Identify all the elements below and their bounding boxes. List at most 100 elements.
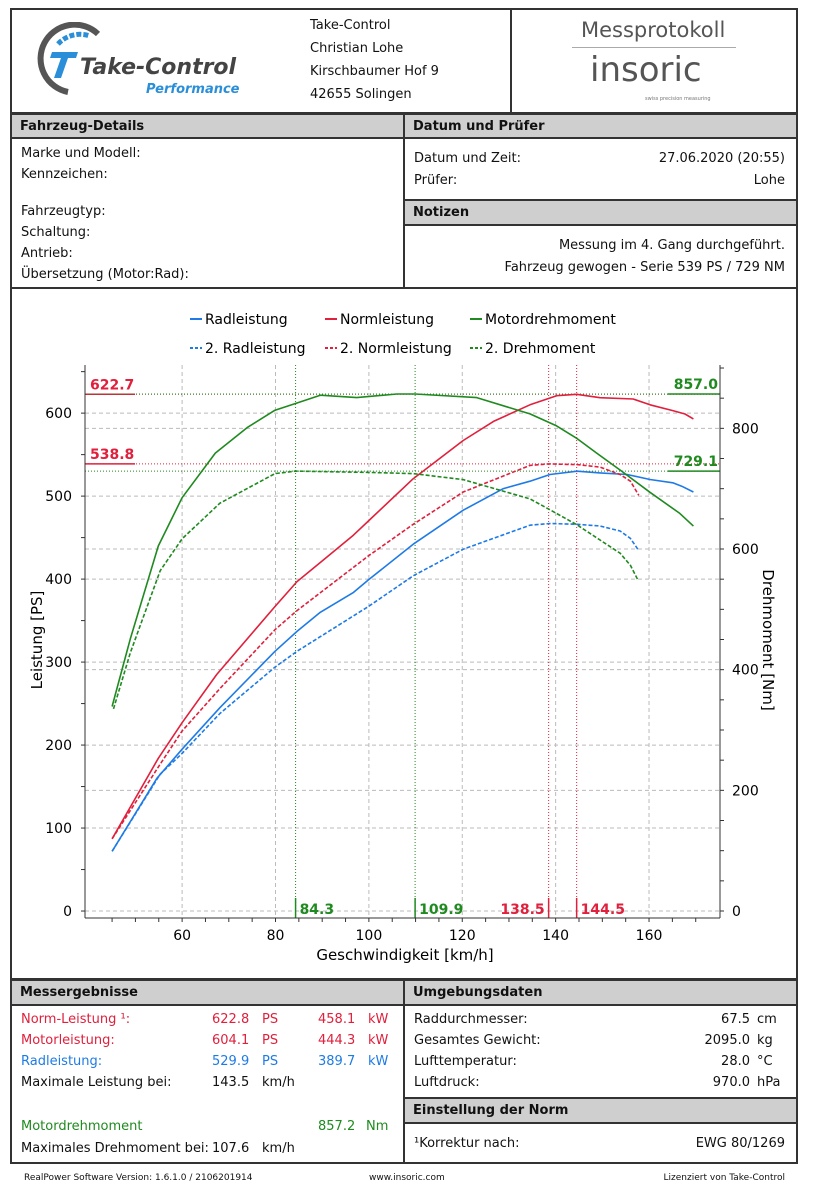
reference-label: 84.3 xyxy=(300,902,335,918)
reference-label: 857.0 xyxy=(674,377,719,393)
chart-series xyxy=(111,393,694,852)
env-value: 28.0 xyxy=(721,1054,750,1069)
result-ps-unit: PS xyxy=(262,1012,279,1027)
result-kw-unit: kW xyxy=(368,1054,389,1069)
torque-unit: Nm xyxy=(366,1119,389,1134)
y-tick-label-right: 600 xyxy=(732,542,759,558)
field-plate: Kennzeichen: xyxy=(21,167,108,182)
y-tick-label-left: 600 xyxy=(45,406,72,422)
series-2-drehmoment xyxy=(112,470,639,710)
norm-label: ¹Korrektur nach: xyxy=(414,1136,520,1151)
torque-value: 857.2 xyxy=(318,1119,356,1134)
result-ps-value: 604.1 xyxy=(212,1033,250,1048)
note-line-1: Messung im 4. Gang durchgeführt. xyxy=(558,238,785,253)
series-radleistung xyxy=(111,470,694,852)
y-tick-label-left: 400 xyxy=(45,572,72,588)
env-value: 2095.0 xyxy=(704,1033,751,1048)
series-2-normleistung xyxy=(111,463,640,840)
env-label: Lufttemperatur: xyxy=(414,1054,517,1069)
legend-item: 2. Drehmoment xyxy=(485,341,596,357)
series-normleistung xyxy=(111,393,694,840)
env-unit: kg xyxy=(757,1033,773,1048)
legend-item: 2. Radleistung xyxy=(205,341,306,357)
examiner-value: Lohe xyxy=(753,173,785,188)
result-ps-unit: PS xyxy=(262,1033,279,1048)
legend-item: 2. Normleistung xyxy=(340,341,452,357)
result-ps-value: 622.8 xyxy=(212,1012,250,1027)
reference-label: 138.5 xyxy=(500,902,544,918)
notes-header: Notizen xyxy=(403,199,798,226)
company-street: Kirschbaumer Hof 9 xyxy=(310,64,439,79)
reference-label: 144.5 xyxy=(581,902,625,918)
environment-header: Umgebungsdaten xyxy=(403,979,798,1006)
reference-label: 538.8 xyxy=(90,447,134,463)
vehicle-details-header: Fahrzeug-Details xyxy=(10,113,405,139)
logo-subtext: Performance xyxy=(146,82,240,97)
software-version: RealPower Software Version: 1.6.1.0 / 21… xyxy=(24,1173,253,1183)
result-ps-unit: PS xyxy=(262,1054,279,1069)
result-kw-value: 444.3 xyxy=(318,1033,356,1048)
x-tick-label: 100 xyxy=(356,928,383,944)
note-line-2: Fahrzeug gewogen - Serie 539 PS / 729 NM xyxy=(504,260,785,275)
title-divider xyxy=(572,47,736,48)
env-value: 67.5 xyxy=(721,1012,750,1027)
y-axis-label-right: Drehmoment [Nm] xyxy=(759,569,777,710)
result-kw-value: 458.1 xyxy=(318,1012,356,1027)
y-tick-label-left: 300 xyxy=(45,655,72,671)
max-power-label: Maximale Leistung bei: xyxy=(21,1075,172,1090)
legend-item: Normleistung xyxy=(340,312,434,328)
x-tick-label: 80 xyxy=(267,928,285,944)
chart-annotations: 622.7 538.8 857.0 729.1 84.3 109.9 138.5 144.5 xyxy=(85,365,720,918)
result-label: Motorleistung: xyxy=(21,1033,115,1048)
chart-grid xyxy=(85,365,720,918)
insoric-logo: insoric xyxy=(590,50,702,90)
result-kw-unit: kW xyxy=(368,1033,389,1048)
result-ps-value: 529.9 xyxy=(212,1054,250,1069)
y-tick-label-right: 800 xyxy=(732,421,759,437)
x-tick-label: 160 xyxy=(636,928,663,944)
logo-t-mark xyxy=(50,52,78,78)
result-kw-value: 389.7 xyxy=(318,1054,356,1069)
env-unit: °C xyxy=(757,1054,773,1069)
legend-item: Motordrehmoment xyxy=(485,312,616,328)
reference-label: 109.9 xyxy=(419,902,463,918)
logo-text: Take-Control xyxy=(80,55,237,80)
field-drive: Antrieb: xyxy=(21,246,73,261)
website-link[interactable]: www.insoric.com xyxy=(369,1173,445,1183)
company-city: 42655 Solingen xyxy=(310,87,412,102)
result-kw-unit: kW xyxy=(368,1012,389,1027)
field-make-model: Marke und Modell: xyxy=(21,146,141,161)
field-gearbox: Schaltung: xyxy=(21,225,91,240)
field-type: Fahrzeugtyp: xyxy=(21,204,106,219)
company-owner: Christian Lohe xyxy=(310,41,404,56)
license-text: Lizenziert von Take-Control xyxy=(663,1173,785,1183)
x-axis-label: Geschwindigkeit [km/h] xyxy=(316,946,493,964)
y-tick-label-right: 400 xyxy=(732,663,759,679)
notes-panel xyxy=(403,224,798,289)
torque-label: Motordrehmoment xyxy=(21,1119,143,1134)
env-value: 970.0 xyxy=(712,1075,750,1090)
env-unit: cm xyxy=(757,1012,777,1027)
y-tick-label-left: 500 xyxy=(45,489,72,505)
datetime-value: 27.06.2020 (20:55) xyxy=(658,151,785,166)
env-label: Gesamtes Gewicht: xyxy=(414,1033,541,1048)
take-control-logo: Take-Control Performance xyxy=(37,22,240,97)
date-header: Datum und Prüfer xyxy=(403,113,798,139)
chart-axes: 60 80 100 120 140 160 0 100 200 300 400 500 600 0 200 4… xyxy=(45,365,759,944)
norm-header: Einstellung der Norm xyxy=(403,1097,798,1124)
y-axis-label-left: Leistung [PS] xyxy=(28,591,46,690)
reference-label: 622.7 xyxy=(90,377,134,393)
env-label: Luftdruck: xyxy=(414,1075,480,1090)
x-tick-label: 140 xyxy=(542,928,569,944)
date-panel xyxy=(403,137,798,201)
max-torque-value: 107.6 xyxy=(212,1141,250,1156)
y-tick-label-left: 100 xyxy=(45,821,72,837)
max-torque-label: Maximales Drehmoment bei: xyxy=(21,1141,209,1156)
chart-legend: Radleistung Normleistung Motordrehmoment 2.… xyxy=(190,312,616,357)
y-tick-label-right: 200 xyxy=(732,783,759,799)
company-name: Take-Control xyxy=(310,18,391,33)
legend-item: Radleistung xyxy=(205,312,288,328)
y-tick-label-left: 200 xyxy=(45,738,72,754)
